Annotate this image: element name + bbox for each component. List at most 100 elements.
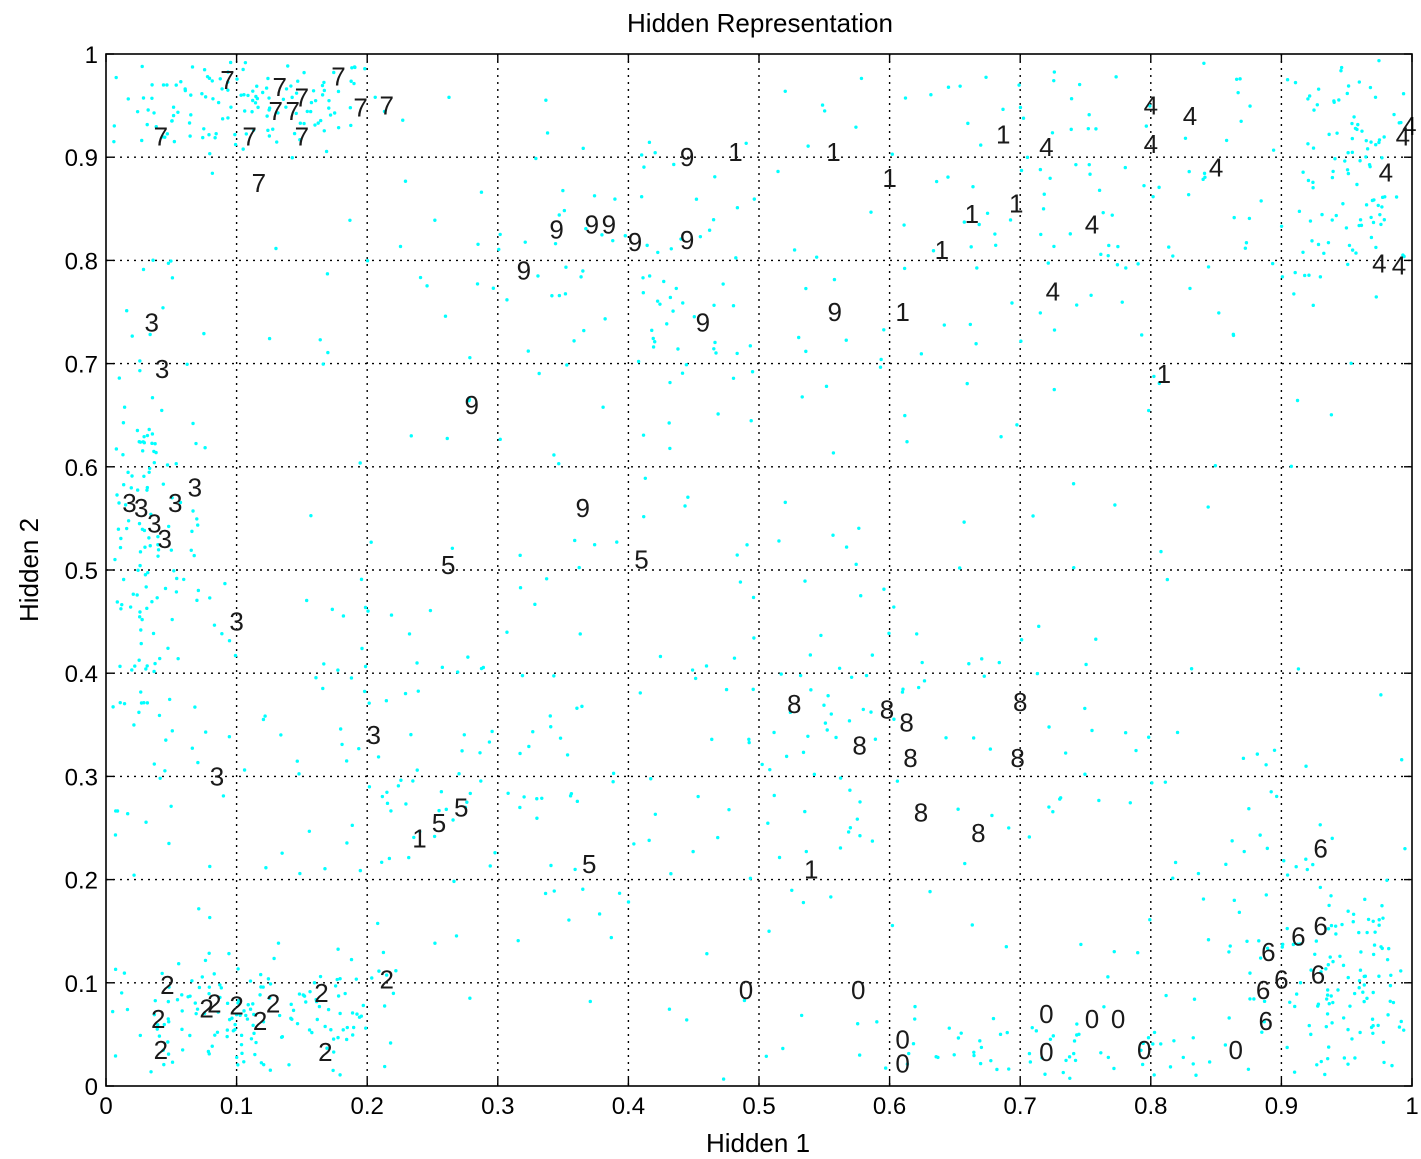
data-point: [118, 700, 122, 705]
data-point: [330, 607, 335, 612]
data-point: [848, 788, 852, 792]
data-point: [1306, 97, 1310, 101]
data-point: [122, 971, 127, 975]
data-point: [170, 617, 174, 622]
digit-label-0: 0: [1039, 1037, 1053, 1067]
data-point: [854, 125, 858, 129]
data-point: [1052, 70, 1057, 74]
data-point: [692, 315, 697, 319]
digit-label-2: 2: [229, 991, 243, 1021]
data-point: [1228, 944, 1232, 948]
digit-label-7: 7: [269, 96, 283, 126]
data-point: [1186, 192, 1191, 197]
data-point: [119, 607, 123, 611]
data-point: [1063, 751, 1068, 755]
data-point: [1027, 835, 1032, 839]
data-point: [806, 144, 810, 148]
data-point: [1334, 932, 1338, 936]
data-point: [148, 332, 152, 337]
data-point: [493, 851, 497, 855]
digit-label-1: 1: [1009, 189, 1023, 219]
data-point: [1291, 942, 1296, 947]
data-point: [233, 132, 237, 137]
data-point: [329, 1028, 333, 1032]
data-point: [1304, 857, 1308, 861]
data-point: [1351, 912, 1356, 916]
data-point: [1102, 1005, 1106, 1009]
data-point: [1271, 148, 1276, 152]
digit-label-8: 8: [899, 708, 913, 738]
data-point: [957, 566, 962, 570]
data-point: [137, 658, 141, 662]
data-point: [309, 100, 314, 105]
data-point: [251, 1023, 255, 1028]
data-point: [895, 779, 900, 783]
digit-label-2: 2: [154, 1035, 168, 1065]
data-point: [1346, 1027, 1350, 1032]
data-point: [139, 641, 143, 646]
data-point: [498, 232, 502, 237]
data-point: [298, 121, 303, 125]
data-point: [146, 570, 150, 575]
data-point: [1196, 871, 1201, 876]
data-point: [516, 938, 520, 943]
data-point: [354, 977, 359, 981]
data-point: [1244, 241, 1249, 245]
data-point: [239, 1033, 244, 1038]
data-point: [651, 345, 656, 349]
data-point: [745, 543, 749, 547]
digit-label-3: 3: [229, 607, 243, 637]
digit-label-7: 7: [252, 168, 266, 198]
data-point: [1329, 894, 1333, 898]
digit-label-8: 8: [903, 743, 917, 773]
data-point: [169, 804, 173, 808]
data-point: [251, 89, 255, 93]
data-point: [1308, 219, 1313, 223]
data-point: [254, 1040, 258, 1045]
digit-label-3: 3: [168, 488, 182, 518]
data-point: [772, 730, 776, 735]
data-point: [781, 1046, 785, 1051]
data-point: [892, 605, 896, 609]
data-point: [1223, 1043, 1228, 1047]
data-point: [115, 600, 120, 604]
data-point: [262, 1062, 266, 1067]
data-point: [364, 1026, 368, 1030]
data-point: [518, 805, 522, 810]
data-point: [338, 976, 342, 981]
data-point: [465, 800, 469, 804]
data-point: [882, 328, 886, 332]
data-point: [1365, 996, 1369, 1001]
data-point: [404, 802, 408, 806]
digit-label-6: 6: [1311, 960, 1325, 990]
data-point: [137, 521, 142, 526]
data-point: [694, 197, 699, 201]
digit-label-4: 4: [1039, 132, 1053, 162]
data-point: [1373, 930, 1377, 934]
data-point: [166, 1017, 170, 1021]
data-point: [274, 246, 278, 251]
data-point: [394, 968, 398, 973]
digit-label-0: 0: [1085, 1004, 1099, 1034]
data-point: [150, 96, 154, 100]
data-point: [1264, 763, 1268, 767]
data-point: [1136, 262, 1140, 266]
digit-label-3: 3: [144, 307, 158, 337]
data-point: [1232, 898, 1237, 903]
data-point: [1041, 207, 1046, 211]
data-point: [468, 996, 472, 1000]
data-point: [738, 580, 743, 584]
data-point: [382, 1064, 387, 1069]
data-point: [125, 1007, 130, 1012]
y-axis-label: Hidden 2: [14, 518, 44, 622]
data-point: [824, 384, 829, 389]
data-point: [152, 762, 156, 766]
data-point: [1316, 87, 1321, 91]
data-point: [760, 762, 764, 767]
data-point: [1307, 94, 1312, 98]
data-point: [1285, 873, 1290, 877]
data-point: [1399, 758, 1404, 762]
data-point: [1046, 261, 1050, 265]
data-point: [676, 347, 680, 351]
digit-label-1: 1: [895, 297, 909, 327]
